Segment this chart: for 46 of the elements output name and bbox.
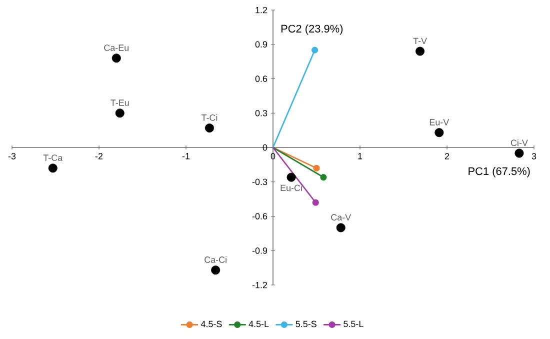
annotation: T-V xyxy=(413,38,427,44)
y-tick-label: 0 xyxy=(262,144,268,151)
point xyxy=(434,128,444,138)
y-tick-label: 1.2 xyxy=(256,6,268,14)
x-tick-label: 1 xyxy=(358,153,362,160)
annotation: Ca-Eu xyxy=(104,44,129,51)
legend-label: 4.5-S xyxy=(200,320,222,328)
annotation: Ca-Ci xyxy=(204,256,226,263)
point xyxy=(312,199,319,206)
point xyxy=(286,172,296,182)
point xyxy=(48,164,58,173)
y-tick-label: 0.3 xyxy=(255,110,268,116)
x-tick-label: -1 xyxy=(182,153,190,160)
annotation: T-Eu xyxy=(110,100,129,106)
y-tick-label: 0.6 xyxy=(255,76,268,82)
legend-label: 4.5-L xyxy=(248,320,269,328)
point xyxy=(514,148,524,158)
point xyxy=(311,46,318,54)
y-tick-label: -0.6 xyxy=(252,213,268,220)
y-tick-label: -0.9 xyxy=(252,247,268,254)
annotation: T-Ca xyxy=(43,154,63,161)
y-tick-label: -1.2 xyxy=(252,282,268,288)
annotation: Ci-V xyxy=(510,139,528,146)
x-tick-label: 2 xyxy=(444,153,450,160)
point xyxy=(313,164,320,172)
x-tick-label: 3 xyxy=(532,153,536,160)
annotation: Eu-V xyxy=(430,119,450,126)
y-axis-title: PC2 (23.9%) xyxy=(281,24,343,35)
annotation: Ca-V xyxy=(331,214,352,221)
legend-label: 5.5-L xyxy=(344,320,364,328)
x-axis-title: PC1 (67.5%) xyxy=(468,167,530,178)
point xyxy=(336,223,346,232)
point xyxy=(204,124,214,133)
point xyxy=(115,108,124,118)
annotation: T-Ci xyxy=(201,114,218,121)
x-tick-label: -3 xyxy=(8,153,16,160)
point xyxy=(416,46,425,56)
y-tick-label: 0.9 xyxy=(255,41,268,48)
point xyxy=(112,54,121,63)
x-tick-label: -2 xyxy=(95,153,103,160)
point xyxy=(211,266,220,275)
y-tick-label: -0.3 xyxy=(252,178,268,186)
annotation: Eu-Ci xyxy=(280,184,302,192)
legend-label: 5.5-S xyxy=(296,320,316,328)
x-tick-label: 0 xyxy=(270,153,276,160)
point xyxy=(320,174,327,181)
